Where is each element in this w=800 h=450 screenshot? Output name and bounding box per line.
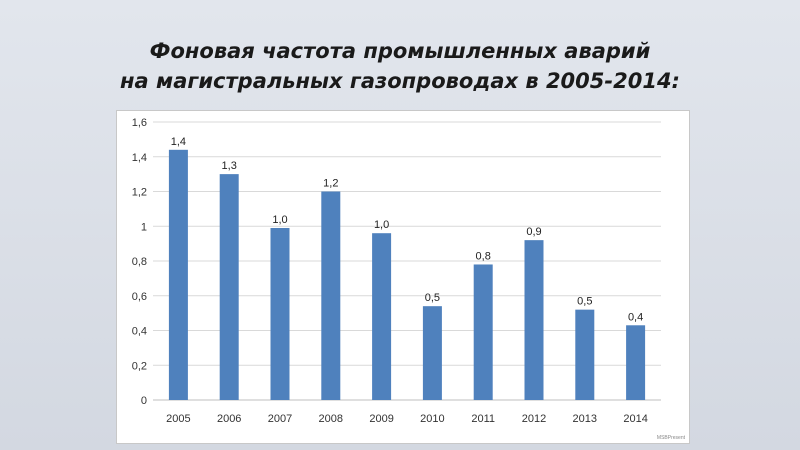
bar [524, 240, 544, 400]
data-label: 1,0 [272, 214, 287, 226]
data-label: 1,4 [171, 136, 186, 148]
data-label: 0,9 [526, 226, 541, 238]
y-tick-label: 0,6 [132, 291, 147, 303]
bar [473, 264, 493, 400]
x-tick-label: 2009 [369, 413, 393, 425]
y-tick-label: 1,2 [132, 187, 147, 199]
y-tick-label: 1 [141, 221, 147, 233]
data-label: 0,5 [425, 292, 440, 304]
x-tick-label: 2007 [268, 413, 292, 425]
data-label: 1,0 [374, 219, 389, 231]
slide-title: Фоновая частота промышленных аварий на м… [0, 36, 800, 96]
bar [575, 309, 595, 400]
bar [626, 325, 646, 400]
y-tick-label: 1,6 [132, 117, 147, 129]
y-tick-label: 0,8 [132, 256, 147, 268]
title-line-2: на магистральных газопроводах в 2005-201… [120, 69, 680, 93]
x-tick-label: 2012 [522, 413, 546, 425]
bar-chart: 0 0,2 0,4 0,6 0,8 1 1,2 1,4 1,6 1,4 2005 1,3 2006 1,0… [132, 117, 661, 425]
data-label: 1,3 [222, 160, 237, 172]
x-tick-label: 2014 [623, 413, 647, 425]
y-tick-label: 0,2 [132, 360, 147, 372]
chart-frame: 0 0,2 0,4 0,6 0,8 1 1,2 1,4 1,6 1,4 2005 1,3 2006 1,0… [116, 110, 690, 444]
bar [422, 306, 442, 400]
x-tick-label: 2013 [573, 413, 597, 425]
bar [219, 174, 239, 400]
y-tick-label: 0,4 [132, 326, 147, 338]
x-tick-label: 2008 [319, 413, 343, 425]
data-label: 0,8 [476, 250, 491, 262]
bar [270, 227, 290, 400]
bar [372, 233, 392, 400]
x-tick-label: 2006 [217, 413, 241, 425]
y-tick-label: 1,4 [132, 152, 147, 164]
data-label: 0,5 [577, 296, 592, 308]
bar [168, 149, 188, 400]
title-line-1: Фоновая частота промышленных аварий [149, 39, 651, 63]
x-tick-label: 2011 [471, 413, 495, 425]
watermark-text: MSBPresent [656, 435, 685, 441]
x-tick-label: 2005 [166, 413, 190, 425]
x-tick-label: 2010 [420, 413, 444, 425]
data-label: 1,2 [323, 178, 338, 190]
data-label: 0,4 [628, 311, 643, 323]
bar [321, 191, 341, 400]
y-tick-label: 0 [141, 395, 147, 407]
